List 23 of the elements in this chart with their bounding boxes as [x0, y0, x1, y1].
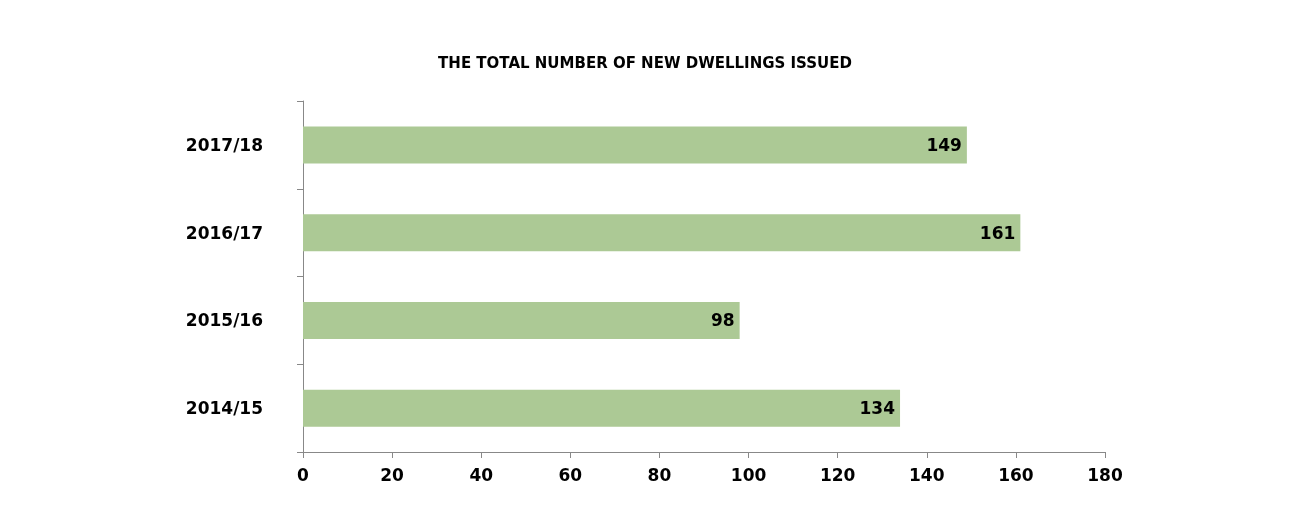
x-tick-label: 100	[730, 464, 767, 485]
x-tick-label: 0	[297, 464, 310, 485]
data-label: 161	[979, 222, 1016, 243]
bar	[303, 301, 740, 339]
y-tick-label: 2015/16	[185, 310, 263, 331]
y-tick-label: 2016/17	[185, 222, 263, 243]
x-tick-label: 160	[998, 464, 1034, 485]
data-label: 134	[859, 398, 896, 419]
x-tick-label: 40	[469, 464, 494, 485]
bar	[303, 126, 967, 164]
bar	[303, 389, 901, 427]
x-tick-label: 20	[380, 464, 405, 485]
y-tick-label: 2014/15	[185, 398, 263, 419]
y-tick-label: 2017/18	[185, 134, 263, 155]
x-tick-label: 180	[1087, 464, 1123, 485]
x-tick-label: 140	[909, 464, 945, 485]
data-label: 98	[710, 310, 735, 331]
bar	[303, 214, 1021, 252]
x-tick-label: 80	[647, 464, 672, 485]
data-label: 149	[926, 134, 962, 155]
x-tick-label: 60	[558, 464, 583, 485]
chart-title: THE TOTAL NUMBER OF NEW DWELLINGS ISSUED	[438, 53, 852, 72]
x-tick-label: 120	[819, 464, 856, 485]
